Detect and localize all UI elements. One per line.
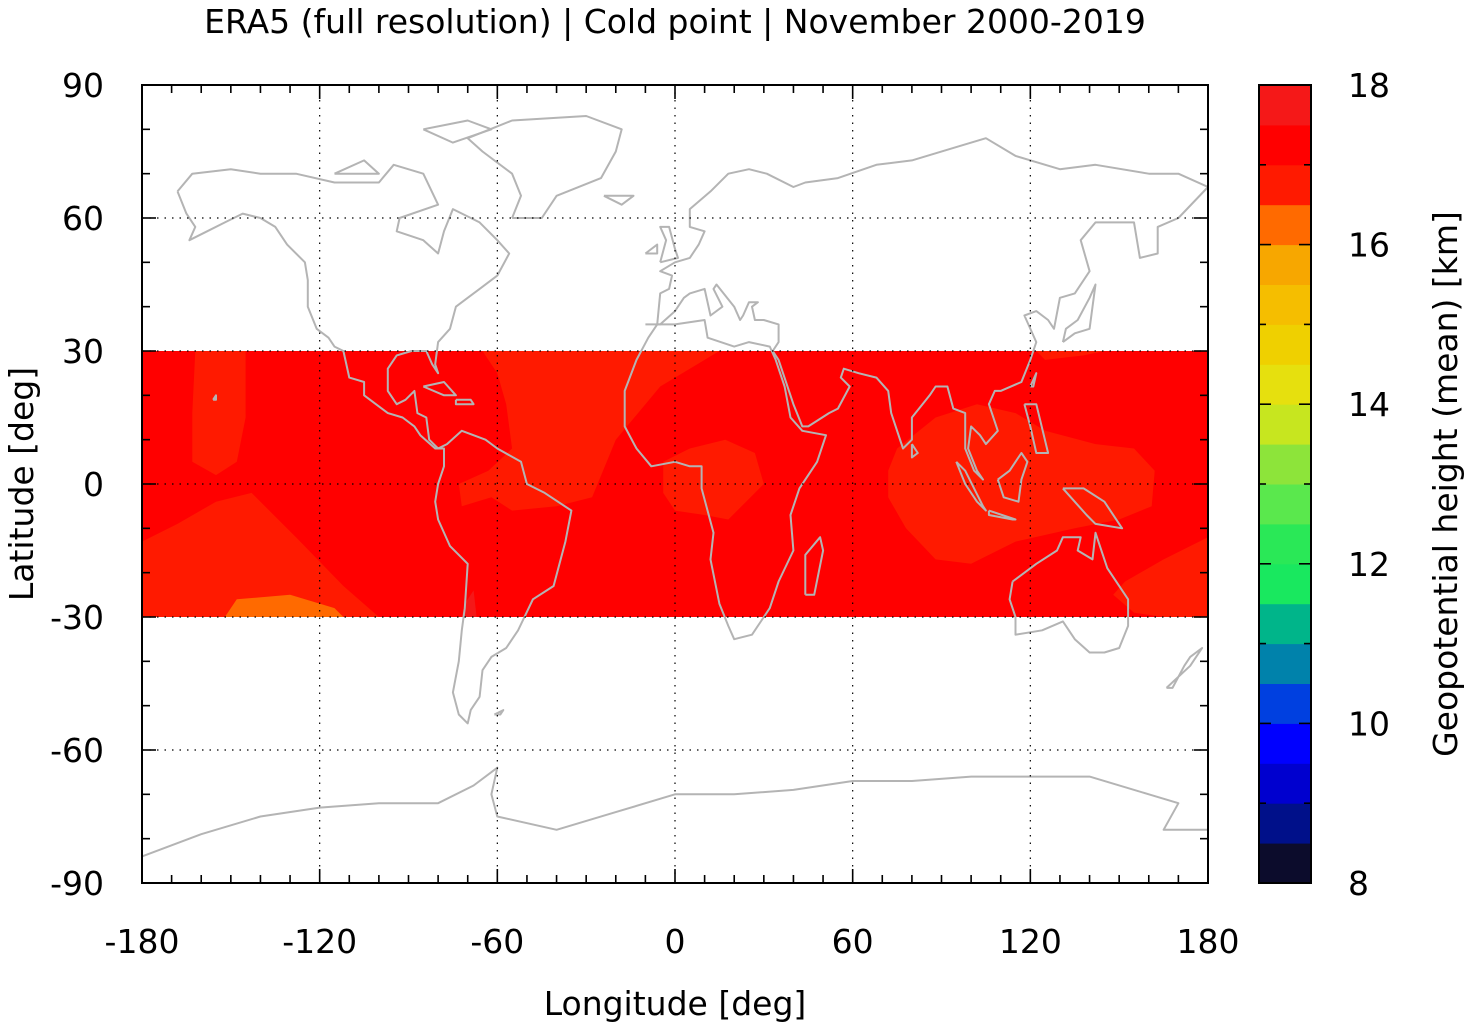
coastline [645,137,1208,481]
colorbar-swatch [1259,723,1311,764]
colorbar-swatch [1259,683,1311,724]
coastline [623,319,827,641]
colorbar-swatch [1259,803,1311,844]
colorbar-tick-label: 10 [1348,704,1390,743]
coastline [422,381,457,397]
x-tick-label: -180 [105,922,180,961]
coastline [1008,531,1130,654]
heatmap-region [1036,351,1105,360]
coastline [644,243,659,255]
coastline [212,394,217,401]
y-tick-label: -30 [50,598,104,637]
heatmap-region [663,439,764,520]
colorbar-swatch [1259,324,1311,365]
colorbar-swatch [1259,763,1311,804]
colorbar-swatch [1259,484,1311,525]
coastline [910,443,919,459]
x-axis-label: Longitude [deg] [544,984,807,1023]
colorbar-tick-label: 14 [1348,385,1390,424]
colorbar-tick-label: 16 [1348,226,1390,265]
coastline [1029,372,1038,388]
colorbar-tick-label: 12 [1348,545,1390,584]
y-tick-label: -90 [50,864,104,903]
coastline [1165,647,1204,689]
colorbar [1258,84,1312,884]
heatmap-region [224,594,344,617]
coastline [1062,487,1124,530]
y-tick-label: 60 [62,199,104,238]
colorbar-swatch [1259,364,1311,405]
plot-frame [141,84,1209,884]
y-tick-labels: -90 -60 -30 0 30 60 90 [50,66,104,903]
colorbar-swatch [1259,85,1311,126]
coastline [603,194,635,206]
y-tick-label: 30 [62,332,104,371]
coastline [996,452,1029,503]
coastline [466,115,623,219]
y-tick-label: -60 [50,731,104,770]
colorbar-swatch [1259,404,1311,445]
heatmap-region [142,492,379,617]
grid-layer [142,85,1208,883]
x-tick-label: -60 [470,922,524,961]
y-tick-label: 0 [83,465,104,504]
colorbar-tick-label: 18 [1348,66,1390,105]
coastline [493,709,505,716]
colorbar-swatch [1259,843,1311,884]
colorbar-swatch [1259,643,1311,684]
colorbar-swatch [1259,204,1311,246]
colorbar-tick-label: 8 [1348,864,1369,903]
colorbar-swatch [1259,444,1311,485]
coastline [142,766,1208,858]
coastline [955,461,987,512]
chart-title: ERA5 (full resolution) | Cold point | No… [204,2,1146,41]
coastline [1023,403,1050,454]
y-tick-label: 90 [62,66,104,105]
coastline [334,159,380,175]
coastline-layer [142,115,1208,858]
x-tick-label: -120 [282,922,357,961]
heatmap-region [192,351,246,476]
x-tick-label: 120 [999,922,1062,961]
colorbar-swatch [1259,284,1311,325]
x-tick-labels: -180 -120 -60 0 60 120 180 [105,922,1240,961]
colorbar-swatch [1259,523,1311,565]
coastline [659,225,679,264]
colorbar-swatch [1259,124,1311,166]
coastline [1061,283,1097,343]
heatmap-region [1113,537,1208,617]
y-axis-label: Latitude [deg] [2,367,41,601]
coastline [804,536,825,596]
coastline [422,119,493,144]
colorbar-label: Geopotential height (mean) [km] [1426,211,1465,757]
coastline [987,509,1017,521]
colorbar-swatch [1259,603,1311,645]
x-tick-label: 0 [665,922,686,961]
colorbar-swatch [1259,563,1311,605]
plot-area [141,84,1209,884]
coastline [176,163,573,725]
colorbar-swatch [1259,164,1311,206]
colorbar-swatch [1259,244,1311,285]
colorbar-tick-labels: 8 10 12 14 16 18 [1348,66,1390,903]
x-tick-label: 180 [1177,922,1240,961]
coastline [454,398,475,406]
x-tick-label: 60 [832,922,874,961]
